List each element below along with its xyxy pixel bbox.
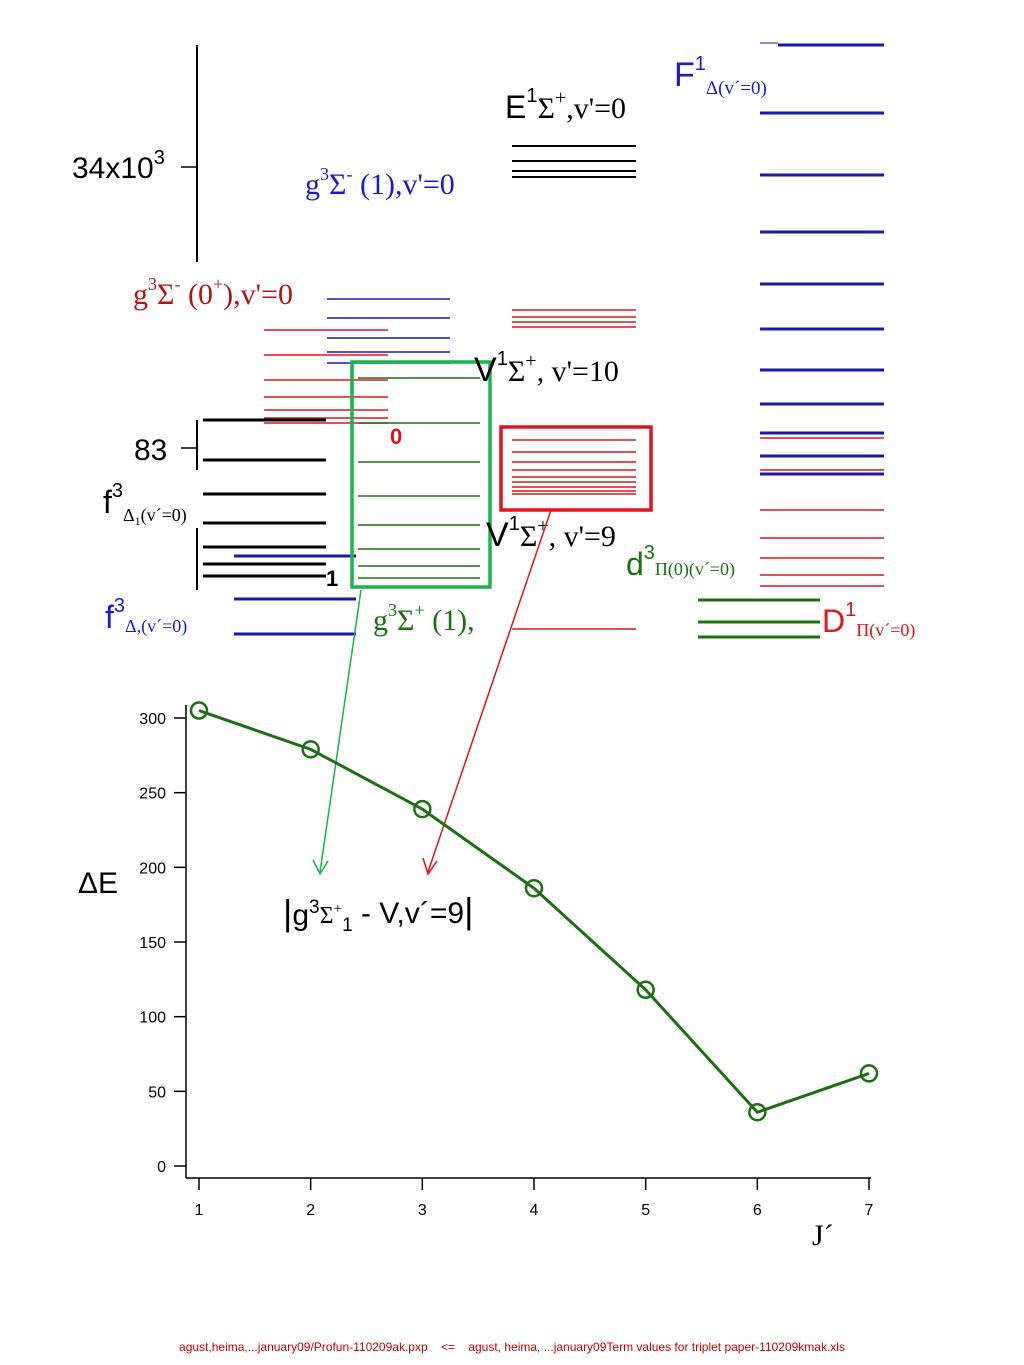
arrow-head-green	[312, 859, 329, 876]
label-g-minus-1: g3Σ- (1),v'=0	[305, 164, 455, 201]
level-stack-f1	[203, 418, 326, 578]
series-line	[198, 709, 870, 1114]
level-stack-F	[760, 43, 884, 476]
label-V9: V1Σ+, v'=9	[486, 513, 616, 554]
y-tick-label: 50	[148, 1084, 166, 1101]
level-stack-g-minus-1	[327, 298, 450, 364]
data-point	[524, 878, 544, 898]
marker-label-1: 1	[326, 566, 338, 591]
level-stack-V9	[512, 439, 636, 495]
x-tick-label: 3	[418, 1202, 427, 1219]
level-stack-g-plus	[358, 377, 480, 579]
y-tick-label: 300	[139, 711, 166, 728]
y-tick-label: 250	[139, 786, 166, 803]
data-point	[189, 701, 209, 720]
label-V10: V1Σ+, v'=10	[474, 348, 619, 389]
source-footer: agust,heima,...january09/Profun-110209ak…	[179, 1340, 845, 1354]
marker-label-0: 0	[390, 424, 402, 449]
level-stack-E	[512, 145, 636, 178]
level-stack-g-minus-0	[264, 329, 388, 424]
label-d: d3Π(0)(v´=0)	[626, 542, 735, 582]
data-point	[859, 1064, 879, 1083]
highlight-box-g-plus	[350, 360, 492, 589]
chart-annotation: |g3Σ+1 - V,v´=9|	[283, 890, 473, 936]
level-stack-V10	[512, 309, 636, 328]
arrow-head-red	[422, 857, 438, 876]
data-point	[413, 799, 432, 819]
y-axis-ticks: 0 50 100 150 200 250 300	[139, 711, 186, 1176]
level-stack-f2	[234, 554, 356, 636]
connector-line-green	[319, 589, 362, 873]
label-F: F1Δ(v´=0)	[674, 53, 767, 99]
x-axis-ticks: 1 2 3 4 5 6 7	[195, 1178, 874, 1219]
label-g-minus-0: g3Σ- (0+),v'=0	[133, 274, 293, 311]
connector-line-red	[427, 509, 552, 873]
y-tick-label: 200	[139, 860, 166, 877]
label-D: D1Π(v´=0)	[822, 599, 915, 641]
x-tick-label: 5	[641, 1202, 650, 1219]
energy-level-diagram: 34x103 83	[72, 42, 915, 876]
label-g-plus: g3Σ+ (1),	[373, 600, 475, 637]
x-tick-label: 2	[306, 1202, 315, 1219]
data-point	[301, 740, 320, 759]
x-tick-label: 1	[195, 1202, 204, 1219]
x-tick-label: 6	[753, 1202, 762, 1219]
y-axis-label: ΔE	[78, 867, 118, 900]
data-point	[748, 1102, 767, 1122]
y-tick-label: 150	[139, 935, 166, 952]
y-tick-label: 0	[157, 1159, 166, 1176]
energy-tick-label-83: 83	[134, 434, 167, 467]
x-tick-label: 4	[530, 1202, 539, 1219]
level-stack-D	[760, 437, 884, 587]
energy-axis: 34x103 83	[72, 45, 198, 590]
x-tick-label: 7	[865, 1202, 874, 1219]
highlight-box-V9	[499, 425, 653, 512]
data-point	[636, 980, 655, 1000]
label-E: E1Σ+,v'=0	[505, 85, 626, 125]
level-stack-d	[698, 598, 820, 639]
delta-e-chart: 0 50 100 150 200 250 300 1 2 3 4 5 6 7 ΔE J´ |g3Σ+1 …	[78, 701, 879, 1252]
x-axis-label: J´	[812, 1219, 834, 1252]
series-0	[189, 701, 879, 1122]
label-f2: f3Δ,(v´=0)	[105, 595, 187, 637]
energy-tick-label-34k: 34x103	[72, 147, 165, 185]
y-tick-label: 100	[139, 1010, 166, 1027]
label-f1: f3Δ1(v´=0)	[103, 480, 187, 528]
